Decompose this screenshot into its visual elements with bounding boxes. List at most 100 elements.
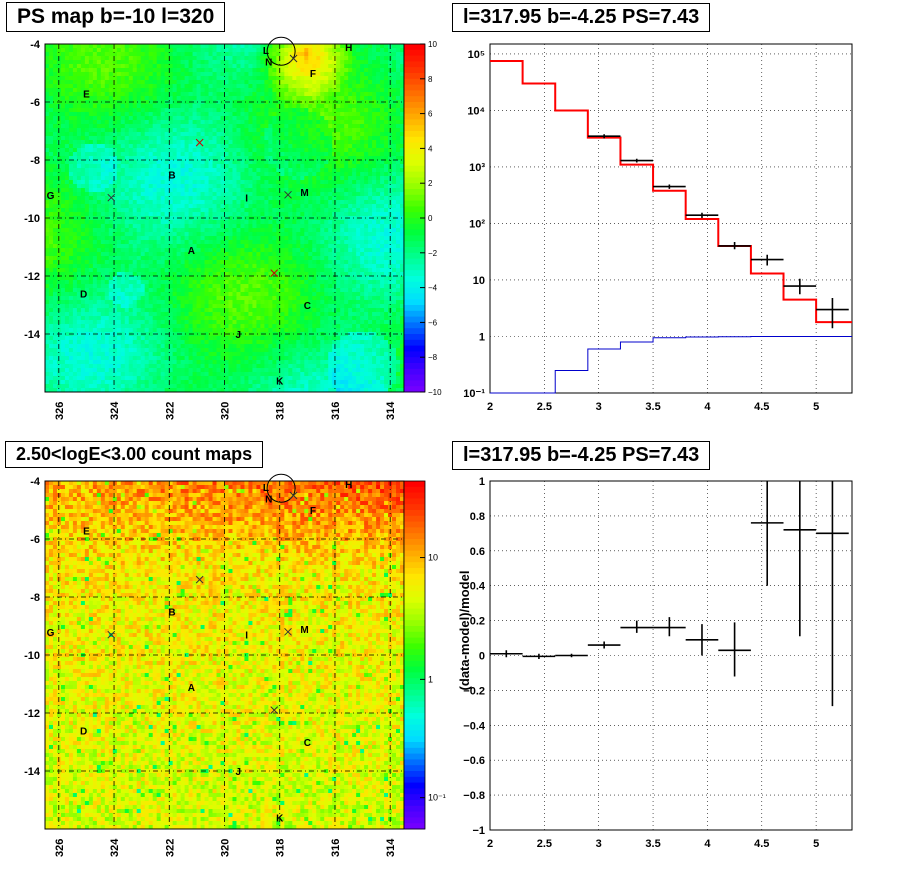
spectrum-title: l=317.95 b=-4.25 PS=7.43 <box>452 3 710 32</box>
residual-xtick: 5 <box>813 838 819 850</box>
ps-colorbar-tick: 4 <box>428 144 433 153</box>
residual-ytick: −1 <box>472 825 485 837</box>
spectrum-ytick: 10 <box>473 275 485 287</box>
residual-ytick: 0.6 <box>470 546 485 558</box>
spectrum-ytick: 10⁻¹ <box>463 388 485 400</box>
count-map-xtick: 314 <box>385 838 397 857</box>
spectrum-xtick: 2 <box>487 401 493 413</box>
spectrum-xtick: 2.5 <box>537 401 552 413</box>
ps-colorbar-tick: −6 <box>428 318 438 327</box>
count-map-xtick: 322 <box>164 839 176 857</box>
spectrum-ytick: 10⁵ <box>468 49 485 61</box>
spectrum-chart: 2 2.5 3 3.5 4 4.5 5 10⁻¹ 1 10 10² 10³ 10⁴ 10⁵ <box>449 0 898 437</box>
spectrum-xtick: 5 <box>813 401 819 413</box>
residual-xtick: 2 <box>487 838 493 850</box>
count-map-source-label: J <box>236 767 242 778</box>
spectrum-xtick: 3.5 <box>645 401 660 413</box>
spectrum-panel: 2 2.5 3 3.5 4 4.5 5 10⁻¹ 1 10 10² 10³ 10⁴ 10⁵ l=317.9… <box>449 0 898 437</box>
ps-map-source-label: E <box>83 89 90 100</box>
count-map-ytick: -12 <box>24 708 40 720</box>
ps-colorbar-tick: 6 <box>428 110 433 119</box>
count-map-source-label: N <box>265 494 272 505</box>
ps-colorbar-tick: −8 <box>428 353 438 362</box>
ps-map-ytick: -4 <box>30 39 41 51</box>
count-map-ytick: -4 <box>30 476 41 488</box>
residual-xtick: 4 <box>704 838 711 850</box>
count-map-source-label: I <box>245 631 248 642</box>
residual-xtick: 3.5 <box>645 838 660 850</box>
count-map-source-label: D <box>80 726 87 737</box>
ps-map-xtick: 314 <box>385 401 397 420</box>
ps-map-source-label: G <box>47 191 55 202</box>
count-map-xtick: 316 <box>330 839 342 857</box>
ps-map-xtick: 316 <box>330 402 342 420</box>
ps-colorbar-tick: −2 <box>428 249 438 258</box>
ps-map-source-label: A <box>188 246 195 257</box>
spectrum-xtick: 4.5 <box>754 401 769 413</box>
residual-ytick: 1 <box>479 476 485 488</box>
count-colorbar-tick: 10 <box>428 553 438 563</box>
ps-map-ytick: -6 <box>30 97 40 109</box>
ps-colorbar-tick: −10 <box>428 388 442 397</box>
count-map-source-label: K <box>276 813 284 824</box>
spectrum-ytick: 10² <box>469 218 485 230</box>
spectrum-xtick: 4 <box>704 401 711 413</box>
count-map-source-label: H <box>345 480 352 491</box>
ps-map-source-label: L <box>263 46 269 57</box>
ps-map-source-label: J <box>236 330 242 341</box>
count-map-source-label: F <box>310 506 316 517</box>
spectrum-ytick: 10⁴ <box>467 105 485 117</box>
ps-map-title: PS map b=-10 l=320 <box>6 2 225 32</box>
ps-map-source-label: C <box>304 301 311 312</box>
residual-xtick: 3 <box>596 838 602 850</box>
count-map-source-label: M <box>300 625 308 636</box>
residual-ytick: 0 <box>479 651 485 663</box>
ps-colorbar-tick: 8 <box>428 75 433 84</box>
ps-map-source-label: I <box>245 194 248 205</box>
count-map-source-label: B <box>168 608 175 619</box>
spectrum-xtick: 3 <box>596 401 602 413</box>
count-map-ytick: -8 <box>30 592 40 604</box>
count-map-source-label: E <box>83 526 90 537</box>
residual-title: l=317.95 b=-4.25 PS=7.43 <box>452 441 710 470</box>
residual-xtick: 4.5 <box>754 838 769 850</box>
residual-ytick: −0.4 <box>463 720 486 732</box>
count-map-xtick: 324 <box>109 838 121 857</box>
ps-map-xtick: 320 <box>220 402 232 420</box>
ps-map-ytick: -8 <box>30 155 40 167</box>
ps-map-source-label: N <box>265 57 272 68</box>
residual-ytick: −0.6 <box>463 755 485 767</box>
count-map-ytick: -14 <box>24 766 41 778</box>
ps-map-source-label: M <box>300 188 308 199</box>
count-map-title: 2.50<logE<3.00 count maps <box>5 441 263 468</box>
ps-map-xtick: 318 <box>275 402 287 420</box>
count-map-source-label: C <box>304 738 311 749</box>
ps-map-source-label: F <box>310 69 316 80</box>
ps-map-source-label: K <box>276 376 284 387</box>
ps-map-ytick: -12 <box>24 271 40 283</box>
count-map-ytick: -10 <box>24 650 40 662</box>
ps-map-xtick: 322 <box>164 402 176 420</box>
residual-ytick: 0.8 <box>470 511 485 523</box>
residual-xtick: 2.5 <box>537 838 552 850</box>
ps-map-ytick: -14 <box>24 329 41 341</box>
count-colorbar-tick: 10⁻¹ <box>428 793 446 803</box>
count-map-ytick: -6 <box>30 534 40 546</box>
count-map-xtick: 318 <box>275 839 287 857</box>
count-colorbar-tick: 1 <box>428 674 433 684</box>
ps-colorbar-tick: 10 <box>428 40 437 49</box>
ps-colorbar-tick: 2 <box>428 179 433 188</box>
spectrum-ytick: 10³ <box>469 162 485 174</box>
ps-map-xtick: 324 <box>109 401 121 420</box>
residual-ytick: 0.4 <box>470 581 486 593</box>
residual-ytick: −0.8 <box>463 790 485 802</box>
ps-colorbar-tick: −4 <box>428 284 438 293</box>
count-map-source-label: L <box>263 483 269 494</box>
spectrum-ytick: 1 <box>479 331 485 343</box>
ps-map-ytick: -10 <box>24 213 40 225</box>
ps-colorbar-tick: 0 <box>428 214 433 223</box>
